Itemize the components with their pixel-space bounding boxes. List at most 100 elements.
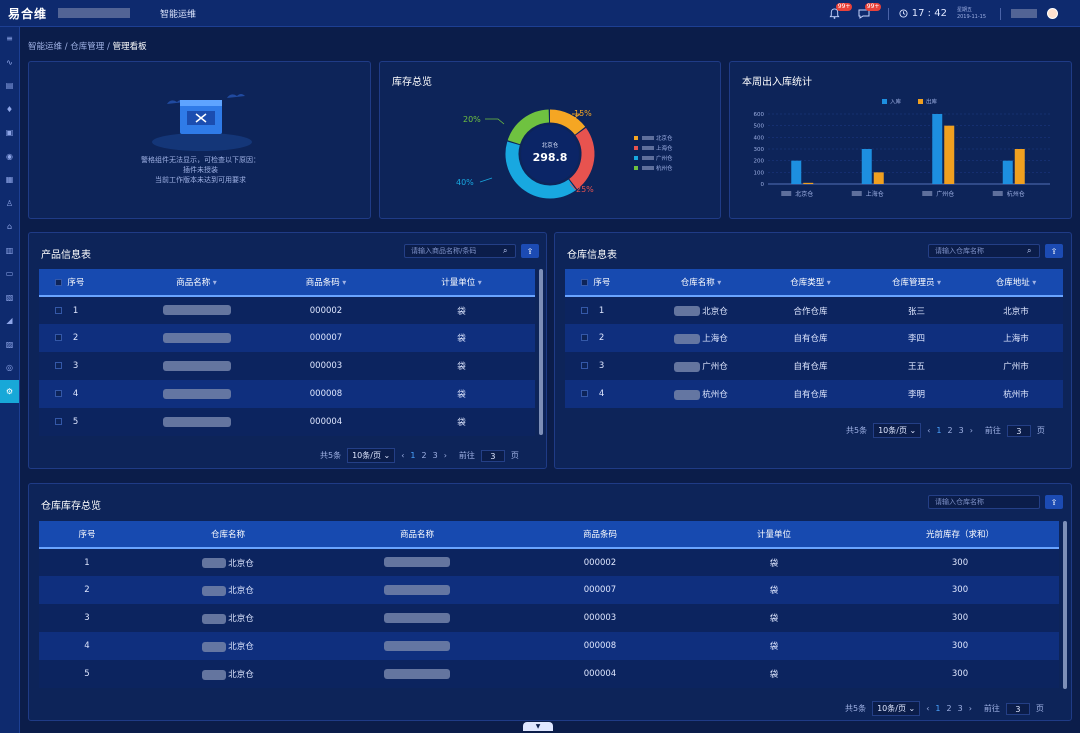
search-icon[interactable]: ⌕	[503, 246, 508, 255]
header-barcode[interactable]: 商品条码	[264, 269, 388, 297]
next-page-button[interactable]: ›	[968, 704, 972, 713]
prev-page-button[interactable]: ‹	[927, 426, 931, 435]
sidebar-location-icon[interactable]: ◉	[6, 151, 13, 161]
bar-out-1[interactable]	[873, 172, 884, 184]
donut-slice-beijing[interactable]	[549, 109, 586, 136]
sidebar-list-icon[interactable]: ▣	[5, 128, 14, 138]
page-size-select[interactable]: 10条/页 ⌄	[347, 448, 396, 463]
sidebar-user-icon[interactable]: ♙	[5, 198, 14, 208]
bar-in-0[interactable]	[791, 160, 802, 184]
app-logo[interactable]: 易合维	[8, 6, 48, 21]
bar-out-0[interactable]	[803, 182, 814, 184]
header-unit[interactable]: 计量单位	[687, 521, 861, 549]
header-no[interactable]: 序号	[39, 269, 129, 297]
message-icon[interactable]: 99+	[858, 3, 882, 19]
sidebar-monitor-icon[interactable]: ∿	[6, 57, 13, 67]
page-2[interactable]: 2	[946, 704, 952, 713]
table-row[interactable]: 4 000008 袋	[39, 380, 535, 408]
sidebar-grid-icon[interactable]: ▦	[5, 175, 14, 185]
export-button[interactable]: ⇪	[1045, 244, 1063, 258]
page-3[interactable]: 3	[958, 426, 964, 435]
prev-page-button[interactable]: ‹	[926, 704, 930, 713]
page-3[interactable]: 3	[957, 704, 963, 713]
sidebar-settings-icon[interactable]: ⚙	[0, 379, 19, 403]
bar-out-3[interactable]	[1014, 149, 1025, 184]
table-row[interactable]: 1 北京仓 合作仓库 张三 北京市	[565, 296, 1063, 324]
export-button[interactable]: ⇪	[521, 244, 539, 258]
row-checkbox[interactable]	[55, 418, 62, 425]
header-warehouse-address[interactable]: 仓库地址	[969, 269, 1063, 297]
table-row[interactable]: 2 北京仓 000007 袋 300	[39, 576, 1059, 604]
header-current-stock[interactable]: 光前库存（求和）	[861, 521, 1059, 549]
header-product-name[interactable]: 商品名称	[129, 269, 264, 297]
page-size-select[interactable]: 10条/页 ⌄	[873, 423, 922, 438]
user-avatar[interactable]	[1047, 8, 1058, 19]
scroll-thumb[interactable]	[539, 269, 543, 435]
header-barcode[interactable]: 商品条码	[513, 521, 687, 549]
page-3[interactable]: 3	[432, 451, 438, 460]
row-checkbox[interactable]	[581, 334, 588, 341]
sidebar-pin-icon[interactable]: ◎	[6, 363, 13, 373]
export-button[interactable]: ⇪	[1045, 495, 1063, 509]
table-row[interactable]: 1 000002 袋	[39, 296, 535, 324]
header-warehouse-name[interactable]: 仓库名称	[645, 269, 757, 297]
header-warehouse-type[interactable]: 仓库类型	[757, 269, 864, 297]
table-row[interactable]: 3 000003 袋	[39, 352, 535, 380]
select-all-checkbox[interactable]	[55, 279, 62, 286]
page-1[interactable]: 1	[410, 451, 416, 460]
table-row[interactable]: 1 北京仓 000002 袋 300	[39, 548, 1059, 576]
header-warehouse-name[interactable]: 仓库名称	[135, 521, 321, 549]
sidebar-doc-icon[interactable]: ▤	[5, 81, 14, 91]
sidebar-tool-icon[interactable]: ◢	[6, 316, 13, 326]
breadcrumb-item[interactable]: 仓库管理	[70, 42, 105, 52]
table-row[interactable]: 4 杭州仓 自有仓库 李明 杭州市	[565, 380, 1063, 408]
donut-slice-guangzhou[interactable]	[505, 141, 577, 199]
row-checkbox[interactable]	[581, 390, 588, 397]
next-page-button[interactable]: ›	[443, 451, 447, 460]
table-row[interactable]: 5 北京仓 000004 袋 300	[39, 660, 1059, 688]
header-no[interactable]: 序号	[39, 521, 135, 549]
table-row[interactable]: 5 000004 袋	[39, 408, 535, 436]
row-checkbox[interactable]	[55, 334, 62, 341]
page-1[interactable]: 1	[935, 704, 941, 713]
row-checkbox[interactable]	[55, 390, 62, 397]
row-checkbox[interactable]	[55, 362, 62, 369]
bar-in-3[interactable]	[1002, 160, 1013, 184]
row-checkbox[interactable]	[581, 306, 588, 314]
header-unit[interactable]: 计量单位	[388, 269, 535, 297]
table-row[interactable]: 2 000007 袋	[39, 324, 535, 352]
page-1[interactable]: 1	[936, 426, 942, 435]
bar-in-2[interactable]	[932, 114, 943, 184]
header-no[interactable]: 序号	[565, 269, 645, 297]
sidebar-storage-icon[interactable]: ▥	[5, 245, 14, 255]
sidebar-home-icon[interactable]: ⌂	[6, 222, 13, 232]
header-warehouse-admin[interactable]: 仓库管理员	[864, 269, 969, 297]
donut-slice-shanghai[interactable]	[568, 127, 595, 190]
table-row[interactable]: 3 广州仓 自有仓库 王五 广州市	[565, 352, 1063, 380]
page-size-select[interactable]: 10条/页 ⌄	[872, 701, 921, 716]
search-icon[interactable]: ⌕	[1027, 246, 1032, 255]
goto-page-input[interactable]: 3	[1006, 424, 1031, 437]
sidebar-alert-icon[interactable]: ♦	[5, 104, 14, 114]
table-row[interactable]: 2 上海仓 自有仓库 李四 上海市	[565, 324, 1063, 352]
goto-page-input[interactable]: 3	[1005, 702, 1030, 715]
row-checkbox[interactable]	[55, 306, 62, 314]
scrollbar[interactable]	[539, 269, 543, 435]
sidebar-device-icon[interactable]: ▭	[5, 269, 14, 279]
next-page-button[interactable]: ›	[969, 426, 973, 435]
page-2[interactable]: 2	[947, 426, 953, 435]
bar-in-1[interactable]	[861, 149, 872, 184]
product-search-input[interactable]: 请输入商品名称/条码	[404, 244, 516, 258]
module-title[interactable]: 智能运维	[160, 9, 197, 20]
table-row[interactable]: 3 北京仓 000003 袋 300	[39, 604, 1059, 632]
row-checkbox[interactable]	[581, 362, 588, 369]
table-row[interactable]: 4 北京仓 000008 袋 300	[39, 632, 1059, 660]
prev-page-button[interactable]: ‹	[401, 451, 405, 460]
goto-page-input[interactable]: 3	[480, 449, 505, 462]
scrollbar[interactable]	[1063, 521, 1067, 689]
stock-search-input[interactable]: 请输入仓库名称	[928, 495, 1040, 509]
notification-bell-icon[interactable]: 99+	[829, 3, 853, 19]
donut-slice-hangzhou[interactable]	[507, 109, 550, 145]
